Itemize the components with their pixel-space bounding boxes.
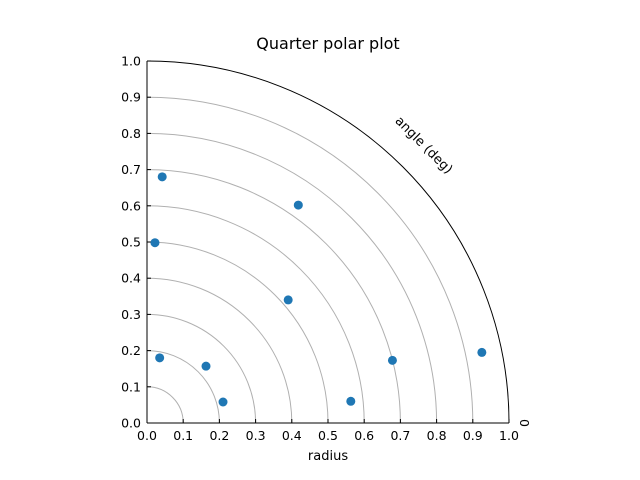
scatter-points (150, 172, 487, 407)
radius-ring-1 (146, 386, 184, 424)
radius-ring-8 (146, 132, 438, 424)
x-tick-label: 0.0 (137, 428, 157, 443)
data-point-3 (201, 361, 211, 371)
y-tick-label: 0.7 (121, 162, 141, 177)
plot-frame (146, 60, 510, 424)
x-tick-label: 0.3 (246, 428, 266, 443)
y-tick-label: 0.4 (121, 271, 141, 286)
y-axis-ticks: 0.0 0.1 0.2 0.3 0.4 0.5 0.6 0.7 0.8 0.9 1.0 (121, 54, 151, 431)
y-tick-label: 0.8 (121, 126, 141, 141)
chart-title: Quarter polar plot (256, 34, 399, 53)
outer-arc (146, 60, 510, 424)
y-tick-label: 0.2 (121, 343, 141, 358)
x-tick-label: 0.2 (209, 428, 229, 443)
data-point-2 (218, 397, 228, 407)
data-point-1 (155, 353, 165, 363)
radius-ring-3 (146, 313, 257, 424)
y-tick-label: 1.0 (121, 54, 141, 69)
radius-ring-5 (146, 241, 329, 424)
y-tick-label: 0.9 (121, 90, 141, 105)
angle-axis-label: angle (deg) (392, 114, 456, 178)
x-tick-label: 0.1 (173, 428, 193, 443)
data-point-10 (477, 347, 487, 357)
x-tick-label: 1.0 (499, 428, 519, 443)
radius-ring-4 (146, 277, 293, 424)
data-point-9 (387, 355, 397, 365)
radius-rings (146, 96, 474, 424)
y-tick-label: 0.5 (121, 235, 141, 250)
data-point-8 (346, 396, 356, 406)
y-tick-label: 0.6 (121, 198, 141, 213)
x-axis-ticks: 0.0 0.1 0.2 0.3 0.4 0.5 0.6 0.7 0.8 0.9 1.0 (137, 419, 519, 443)
y-tick-label: 0.3 (121, 307, 141, 322)
x-tick-label: 0.8 (427, 428, 447, 443)
data-point-5 (150, 238, 160, 248)
angle-tick-label: 0 (517, 419, 532, 427)
y-tick-label: 0.0 (121, 416, 141, 431)
radius-ring-2 (146, 350, 220, 424)
radius-ring-6 (146, 205, 365, 424)
x-tick-label: 0.6 (354, 428, 374, 443)
data-point-6 (157, 172, 167, 182)
x-tick-label: 0.5 (318, 428, 338, 443)
x-tick-label: 0.7 (390, 428, 410, 443)
x-axis-label: radius (308, 449, 348, 464)
data-point-7 (293, 200, 303, 210)
y-tick-label: 0.1 (121, 379, 141, 394)
x-tick-label: 0.9 (463, 428, 483, 443)
data-point-4 (283, 295, 293, 305)
radius-ring-9 (146, 96, 474, 424)
radius-ring-7 (146, 169, 401, 424)
x-tick-label: 0.4 (282, 428, 302, 443)
